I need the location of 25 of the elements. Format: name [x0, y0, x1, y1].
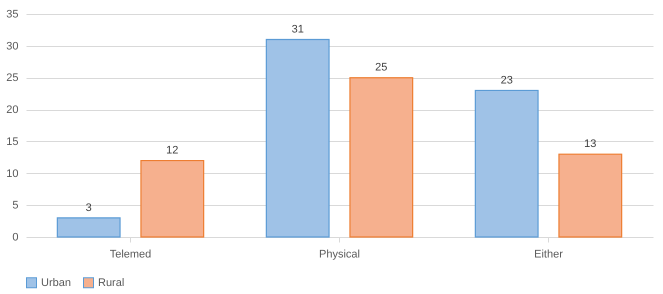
y-tick-label: 10	[6, 168, 18, 180]
data-label: 3	[86, 202, 92, 214]
bar	[474, 90, 539, 238]
data-label: 12	[166, 144, 178, 157]
bar	[558, 154, 622, 238]
y-tick-label: 5	[12, 200, 18, 212]
y-tick-label: 15	[6, 136, 18, 148]
bar	[266, 38, 330, 238]
data-label: 31	[292, 23, 304, 36]
data-label: 23	[500, 74, 513, 86]
y-tick-label: 35	[6, 8, 18, 20]
y-tick-label: 25	[6, 72, 18, 84]
legend-label: Rural	[98, 276, 124, 289]
data-label: 13	[584, 138, 596, 150]
x-tick-label: Telemed	[110, 248, 152, 260]
y-tick-label: 20	[6, 104, 18, 116]
y-tick-label: 0	[12, 232, 18, 244]
x-tick-label: Either	[534, 248, 564, 260]
x-tick-label: Physical	[319, 248, 360, 260]
data-label: 25	[375, 62, 388, 74]
legend-label: Urban	[41, 276, 71, 289]
bar	[140, 160, 204, 238]
y-tick-label: 30	[6, 40, 18, 52]
bar	[56, 217, 121, 238]
bar	[349, 77, 414, 238]
